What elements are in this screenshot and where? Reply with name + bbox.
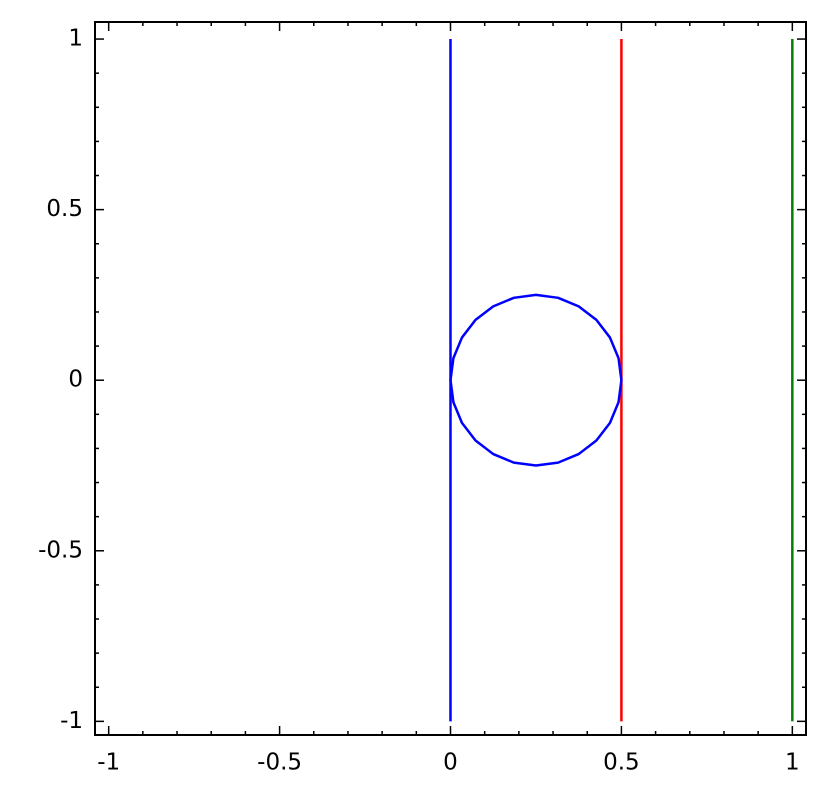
y-tick-label: -0.5 (38, 537, 83, 563)
x-tick-label: 0.5 (603, 750, 640, 776)
y-tick-label: -1 (60, 708, 83, 734)
y-tick-label: 1 (68, 26, 83, 52)
data-line (449, 293, 623, 467)
x-tick-label: -0.5 (257, 750, 302, 776)
x-tick-label: 1 (785, 750, 800, 776)
y-tick-label: 0 (68, 367, 83, 393)
y-tick-label: 0.5 (46, 196, 83, 222)
plot-frame (94, 21, 807, 736)
x-tick-label: 0 (443, 750, 458, 776)
x-tick-label: -1 (97, 750, 120, 776)
